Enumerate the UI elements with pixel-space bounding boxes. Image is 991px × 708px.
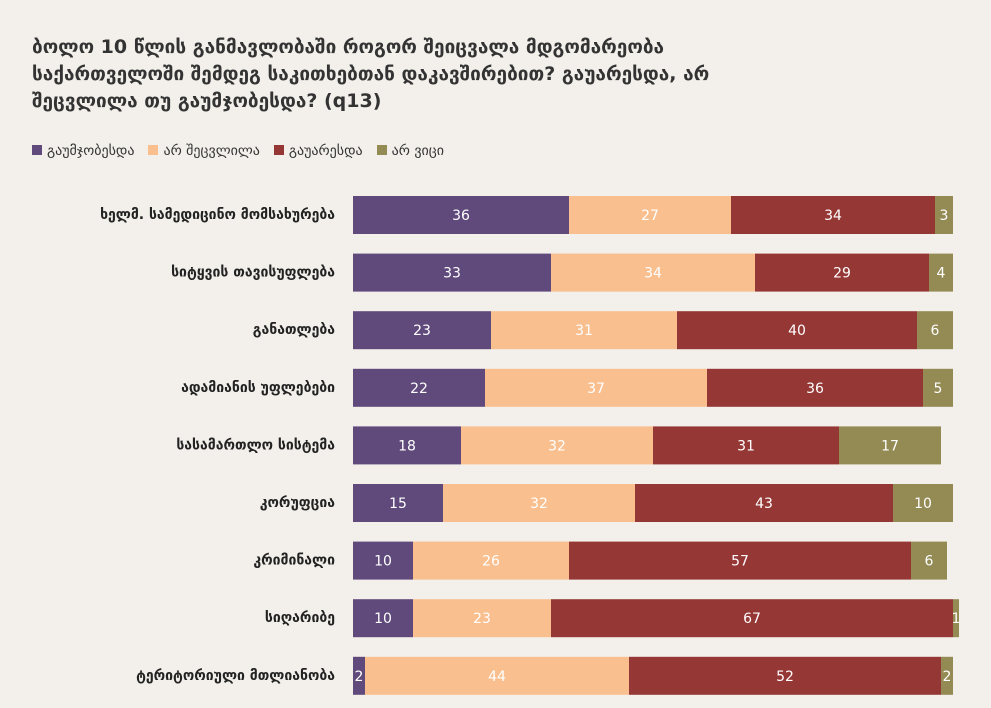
bar-segment bbox=[629, 656, 941, 695]
bar-segment bbox=[635, 484, 893, 522]
data-label: 37 bbox=[587, 381, 605, 397]
bar-segment bbox=[491, 311, 677, 350]
bar-segment bbox=[677, 311, 917, 350]
legend-label: არ შეცვლილა bbox=[163, 143, 260, 159]
bar-segment bbox=[929, 253, 953, 292]
data-label: 34 bbox=[644, 266, 662, 282]
legend-label: გაუმჯობესდა bbox=[47, 143, 135, 159]
data-label: 29 bbox=[833, 266, 851, 282]
data-label: 36 bbox=[452, 208, 470, 224]
legend: გაუმჯობესდა არ შეცვლილა გაუარესდა არ ვიცი bbox=[32, 143, 444, 159]
data-label: 23 bbox=[413, 323, 431, 339]
data-label: 32 bbox=[548, 438, 566, 454]
bar-segment bbox=[569, 196, 731, 234]
legend-item: გაუმჯობესდა bbox=[32, 143, 134, 159]
bar-segment bbox=[353, 541, 413, 580]
data-label: 31 bbox=[737, 438, 755, 454]
legend-item: არ შეცვლილა bbox=[148, 143, 260, 159]
data-label: 4 bbox=[937, 266, 946, 282]
legend-swatch bbox=[32, 145, 42, 155]
data-label: 2 bbox=[943, 669, 952, 685]
bar-segment bbox=[413, 599, 551, 638]
data-label: 67 bbox=[743, 611, 761, 627]
bar-segment bbox=[353, 656, 365, 695]
y-tick-label: სიღარიბე bbox=[265, 610, 335, 626]
data-label: 2 bbox=[355, 669, 364, 685]
data-label: 23 bbox=[473, 611, 491, 627]
data-label: 10 bbox=[374, 554, 392, 570]
bar-segment bbox=[935, 196, 953, 234]
legend-item: გაუარესდა bbox=[273, 143, 363, 159]
bar-segment bbox=[707, 368, 923, 407]
bar-segment bbox=[413, 541, 569, 580]
bar-segment bbox=[755, 253, 929, 292]
bar-segment bbox=[653, 426, 839, 465]
data-label: 10 bbox=[374, 611, 392, 627]
data-label: 43 bbox=[755, 496, 773, 512]
data-label: 10 bbox=[914, 496, 932, 512]
bar-segment bbox=[893, 484, 953, 522]
bar-segment bbox=[551, 599, 953, 638]
data-label: 52 bbox=[776, 669, 794, 685]
bar-segment bbox=[353, 599, 413, 638]
y-tick-label: ადამიანის უფლებები bbox=[181, 380, 335, 396]
legend-item: არ ვიცი bbox=[376, 143, 445, 159]
data-label: 36 bbox=[806, 381, 824, 397]
bar-segment bbox=[365, 656, 629, 695]
y-tick-label: კრიმინალი bbox=[253, 553, 335, 569]
data-label: 33 bbox=[443, 266, 461, 282]
data-label: 22 bbox=[410, 381, 428, 397]
y-tick-label: სასამართლო სისტემა bbox=[176, 437, 335, 453]
bar-segment bbox=[353, 311, 491, 350]
data-label: 34 bbox=[824, 208, 842, 224]
data-label: 6 bbox=[925, 554, 934, 570]
bar-segment bbox=[353, 196, 569, 234]
y-tick-label: კორუფცია bbox=[260, 495, 336, 511]
bar-segment bbox=[353, 426, 461, 465]
data-label: 57 bbox=[731, 554, 749, 570]
data-label: 40 bbox=[788, 323, 806, 339]
legend-swatch bbox=[376, 145, 387, 155]
data-label: 3 bbox=[940, 208, 949, 224]
bar-segment bbox=[485, 368, 707, 407]
legend-swatch bbox=[273, 145, 284, 155]
data-label: 15 bbox=[389, 496, 407, 512]
data-label: 26 bbox=[482, 554, 500, 570]
bar-segment bbox=[353, 368, 485, 407]
legend-label: არ ვიცი bbox=[391, 143, 445, 159]
y-tick-label: ხელმ. სამედიცინო მომსახურება bbox=[100, 207, 335, 223]
data-label: 27 bbox=[641, 208, 659, 224]
data-label: 44 bbox=[488, 669, 506, 685]
bar-segment bbox=[353, 253, 551, 292]
legend-swatch bbox=[148, 145, 159, 155]
chart-title: ბოლო 10 წლის განმავლობაში როგორ შეიცვალა… bbox=[32, 36, 710, 112]
bar-segment bbox=[911, 541, 947, 580]
bar-segment bbox=[551, 253, 755, 292]
data-label: 5 bbox=[934, 381, 943, 397]
data-label: 32 bbox=[530, 496, 548, 512]
legend-label: გაუარესდა bbox=[288, 143, 363, 159]
bar-segment bbox=[917, 311, 953, 350]
y-tick-label: სიტყვის თავისუფლება bbox=[171, 265, 335, 281]
bar-segment bbox=[923, 368, 953, 407]
bar-segment bbox=[731, 196, 935, 234]
data-label: 31 bbox=[575, 323, 593, 339]
bar-segment bbox=[941, 656, 953, 695]
data-label: 17 bbox=[881, 438, 899, 454]
y-tick-label: ტერიტორიული მთლიანობა bbox=[136, 668, 335, 684]
bar-segment bbox=[839, 426, 941, 465]
bar-segment bbox=[569, 541, 911, 580]
bar-segment bbox=[953, 599, 959, 638]
data-label: 1 bbox=[952, 611, 961, 627]
bar-segment bbox=[461, 426, 653, 465]
y-tick-label: განათლება bbox=[253, 322, 335, 338]
bar-segment bbox=[353, 484, 443, 522]
data-label: 6 bbox=[931, 323, 940, 339]
data-label: 18 bbox=[398, 438, 416, 454]
bar-segment bbox=[443, 484, 635, 522]
